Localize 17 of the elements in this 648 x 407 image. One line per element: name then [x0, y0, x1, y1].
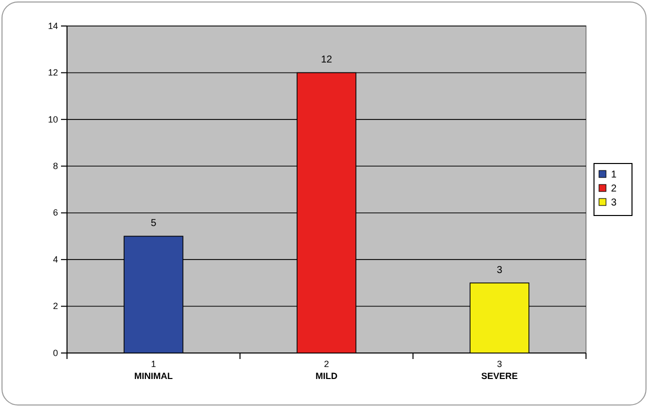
legend-label: 2	[611, 184, 617, 194]
data-label: 5	[150, 218, 157, 230]
y-tick-label: 0	[52, 348, 58, 358]
data-label: 12	[320, 54, 332, 66]
legend-label: 3	[611, 198, 617, 208]
x-tick-label: 2 MILD	[316, 359, 338, 381]
y-tick-label: 6	[52, 208, 58, 218]
y-tick-label: 2	[52, 301, 58, 312]
y-tick-label: 14	[48, 20, 58, 31]
y-tick-label: 10	[48, 114, 58, 124]
y-tick-label: 4	[52, 254, 58, 264]
x-tick-label: 1 MINIMAL	[134, 359, 174, 381]
y-tick-label: 12	[48, 68, 58, 78]
y-tick-label: 8	[52, 161, 58, 172]
legend-label: 1	[611, 170, 617, 180]
data-label: 3	[496, 264, 503, 276]
x-tick-label: 3 SEVERE	[481, 359, 518, 381]
